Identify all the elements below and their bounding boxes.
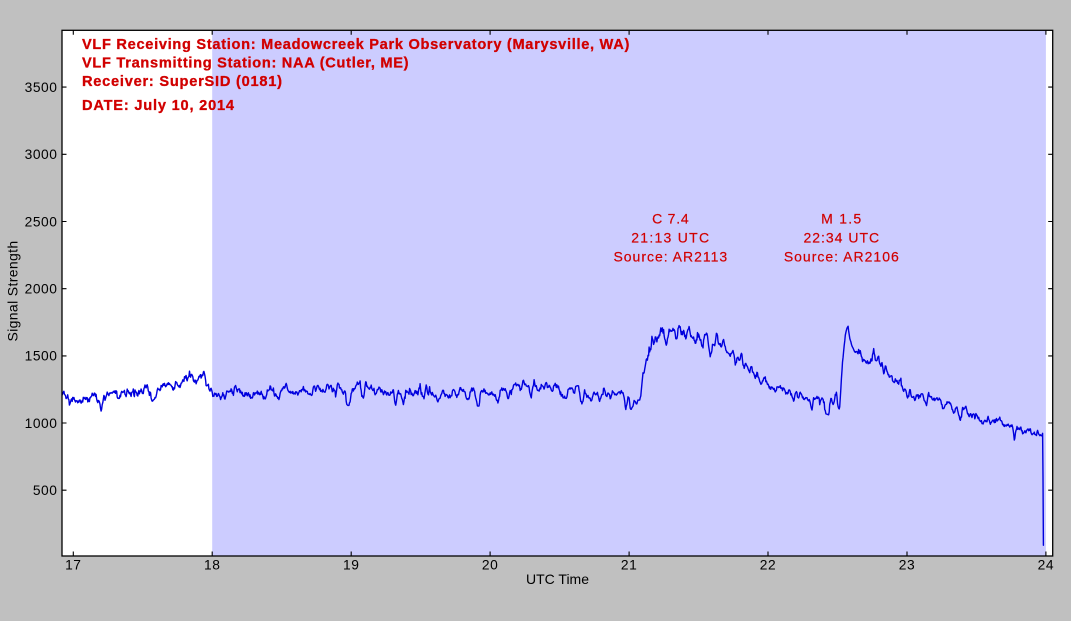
svg-text:Source: AR2106: Source: AR2106 [784, 248, 900, 264]
svg-text:19: 19 [343, 557, 359, 572]
svg-text:3000: 3000 [25, 147, 58, 162]
svg-text:1500: 1500 [25, 349, 58, 364]
svg-text:VLF Receiving Station: Meadowc: VLF Receiving Station: Meadowcreek Park … [82, 37, 630, 53]
svg-text:18: 18 [204, 557, 220, 572]
svg-text:UTC Time: UTC Time [526, 571, 589, 587]
svg-text:Source: AR2113: Source: AR2113 [613, 248, 728, 264]
svg-text:21: 21 [621, 557, 637, 572]
svg-text:2000: 2000 [25, 282, 58, 297]
svg-text:17: 17 [65, 557, 81, 572]
svg-text:21:13 UTC: 21:13 UTC [631, 229, 710, 245]
svg-text:22:34 UTC: 22:34 UTC [803, 229, 880, 245]
svg-text:23: 23 [899, 557, 915, 572]
svg-text:1000: 1000 [25, 416, 58, 431]
svg-text:500: 500 [33, 483, 58, 498]
svg-text:2500: 2500 [25, 214, 58, 229]
svg-text:C 7.4: C 7.4 [652, 210, 689, 226]
svg-text:24: 24 [1038, 557, 1054, 572]
svg-text:M 1.5: M 1.5 [821, 210, 862, 226]
svg-text:DATE: July 10, 2014: DATE: July 10, 2014 [82, 98, 235, 114]
svg-text:Signal Strength: Signal Strength [5, 241, 21, 342]
svg-text:22: 22 [760, 557, 776, 572]
svg-text:20: 20 [482, 557, 498, 572]
svg-text:Receiver: SuperSID (0181): Receiver: SuperSID (0181) [82, 74, 283, 90]
svg-text:3500: 3500 [25, 80, 58, 95]
svg-text:VLF Transmitting Station: NAA: VLF Transmitting Station: NAA (Cutler, M… [82, 55, 409, 71]
